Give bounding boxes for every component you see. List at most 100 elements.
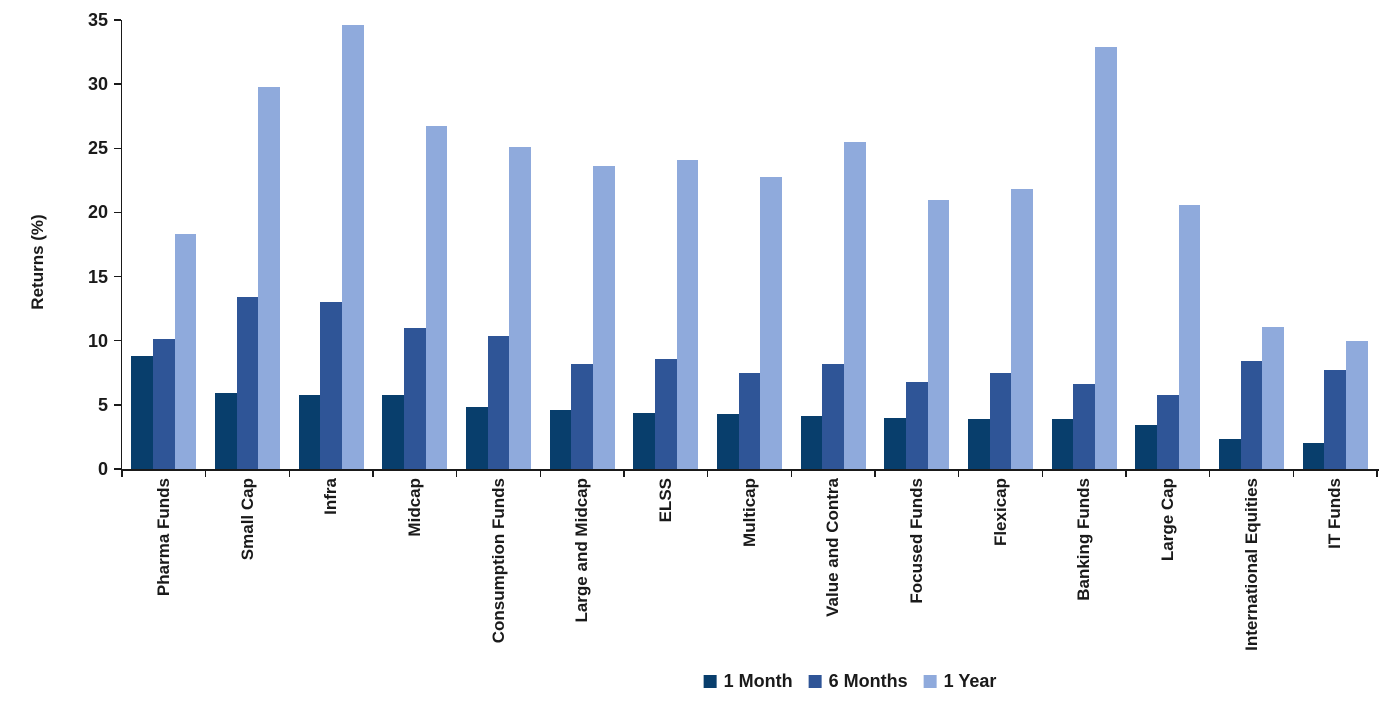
x-axis-tick: [706, 469, 709, 477]
x-axis-label: Flexicap: [990, 478, 1010, 547]
bar: [403, 327, 426, 469]
bar: [1178, 204, 1201, 469]
bar: [654, 358, 677, 469]
x-axis-label: IT Funds: [1325, 478, 1345, 549]
y-axis-tick-label: 20: [87, 202, 108, 223]
legend-label: 1 Year: [943, 670, 997, 691]
bar: [884, 417, 906, 469]
bar: [989, 372, 1012, 469]
y-axis-tick-label: 15: [87, 266, 108, 287]
x-axis-label: Midcap: [404, 478, 424, 537]
x-axis-tick: [874, 469, 876, 477]
x-axis-tick: [539, 469, 542, 477]
bar: [593, 166, 615, 469]
x-axis-label: International Equities: [1241, 478, 1261, 651]
bar: [1346, 340, 1368, 469]
x-axis-tick: [623, 469, 625, 477]
bar: [633, 412, 655, 469]
bar: [800, 416, 823, 469]
x-axis-tick: [372, 469, 374, 477]
legend-swatch: [923, 674, 937, 688]
bar: [822, 363, 844, 469]
x-axis-label: ELSS: [655, 478, 675, 523]
x-axis-tick: [1125, 469, 1127, 477]
bar: [1073, 384, 1095, 469]
x-axis-label: Pharma Funds: [153, 478, 173, 597]
y-axis-tick: [113, 404, 121, 406]
y-axis-tick: [113, 211, 121, 214]
bar: [1324, 370, 1346, 469]
y-axis-tick: [113, 468, 121, 470]
y-axis-tick-label: 0: [97, 459, 108, 479]
bar: [1218, 439, 1241, 469]
bar: [487, 335, 510, 469]
bar: [905, 381, 928, 469]
x-axis-tick: [1292, 469, 1295, 477]
x-axis-label: Large and Midcap: [572, 478, 592, 623]
y-axis-tick: [113, 83, 121, 85]
legend-label: 1 Month: [723, 670, 793, 691]
bar: [1156, 394, 1179, 469]
x-axis-tick: [121, 469, 123, 477]
legend: 1 Month 6 Months 1 Year: [703, 670, 997, 692]
x-axis-tick: [288, 469, 291, 477]
legend-swatch: [808, 674, 822, 688]
bar: [1095, 46, 1117, 469]
legend-item: 1 Year: [923, 670, 997, 692]
x-axis-line: [120, 469, 1379, 471]
bar: [342, 25, 364, 469]
bar: [509, 147, 532, 469]
x-axis-tick: [1376, 469, 1378, 477]
bar: [1011, 189, 1034, 469]
bar: [174, 234, 197, 469]
bar: [1240, 361, 1263, 469]
y-axis-title: Returns (%): [28, 214, 47, 310]
bar: [927, 199, 950, 469]
bar: [425, 126, 448, 469]
y-axis-tick: [113, 339, 121, 342]
legend-label: 6 Months: [828, 670, 908, 691]
legend-swatch: [703, 674, 717, 688]
legend-item: 6 Months: [808, 670, 908, 692]
bar: [967, 418, 990, 469]
y-axis-tick: [113, 275, 121, 278]
x-axis-tick: [455, 469, 458, 477]
x-axis-label: Large Cap: [1157, 478, 1177, 562]
bar: [716, 413, 739, 469]
y-axis-tick-label: 5: [97, 394, 108, 415]
x-axis-label: Focused Funds: [906, 478, 926, 604]
y-axis-tick: [113, 19, 121, 21]
bar: [382, 394, 404, 469]
bar: [258, 86, 281, 469]
bar: [738, 372, 761, 469]
y-axis-line: [120, 20, 122, 471]
bar: [844, 141, 866, 469]
bar: [1262, 326, 1285, 469]
bar: [1051, 418, 1074, 469]
x-axis-tick: [1208, 469, 1211, 477]
bar: [549, 409, 572, 469]
bar: [1135, 425, 1157, 469]
x-axis-label: Value and Contra: [823, 478, 843, 617]
y-axis-tick-label: 10: [87, 330, 108, 351]
legend-item: 1 Month: [703, 670, 793, 692]
x-axis-label: Infra: [321, 478, 341, 515]
y-axis-tick: [113, 147, 121, 150]
bar: [465, 407, 488, 469]
bar: [1302, 443, 1325, 469]
x-axis-tick: [1041, 469, 1044, 477]
x-axis-tick: [957, 469, 960, 477]
x-axis-tick: [790, 469, 793, 477]
bar: [571, 363, 593, 469]
y-axis-tick-label: 30: [87, 74, 108, 95]
y-axis-tick-label: 25: [87, 138, 108, 159]
bar: [676, 159, 699, 469]
bar: [236, 297, 259, 469]
x-axis-label: Multicap: [739, 478, 759, 547]
y-axis-tick-label: 35: [87, 10, 108, 30]
x-axis-tick: [204, 469, 207, 477]
x-axis-label: Consumption Funds: [488, 478, 508, 644]
bar: [298, 394, 321, 469]
bar: [760, 176, 783, 469]
